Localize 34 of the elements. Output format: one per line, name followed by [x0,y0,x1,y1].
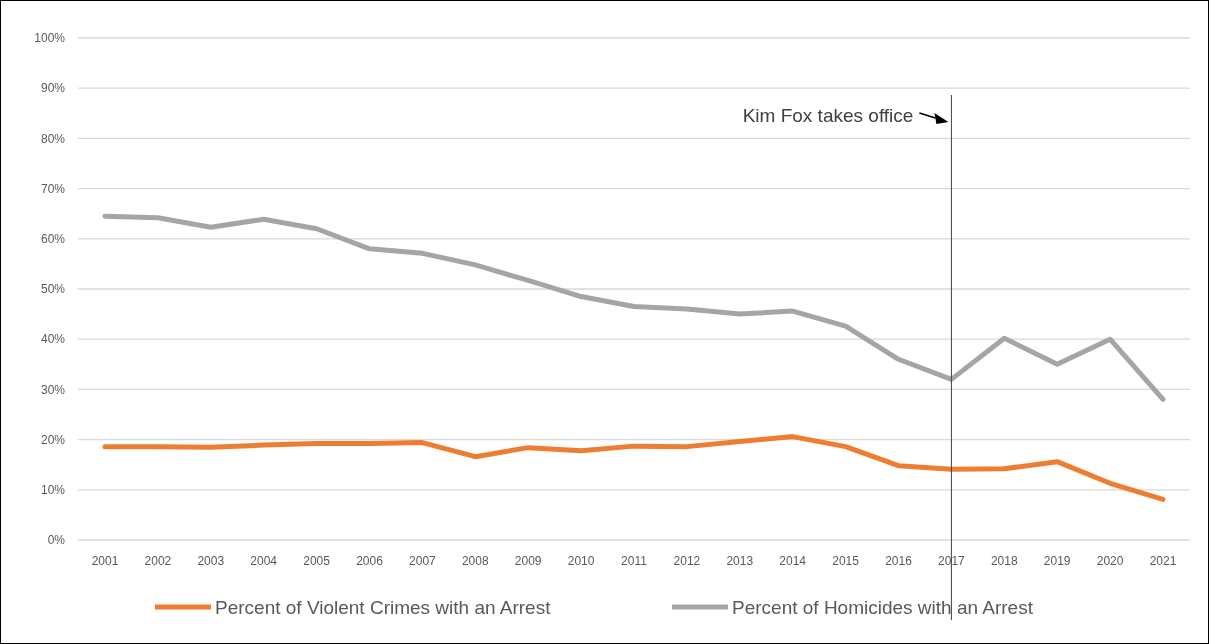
x-tick-label: 2006 [356,554,384,568]
x-tick-label: 2012 [673,554,701,568]
y-tick-label: 10% [40,483,66,497]
y-tick-label: 40% [40,332,66,347]
x-tick-label: 2003 [197,554,225,568]
y-tick-label: 30% [40,382,66,397]
y-tick-label: 20% [40,432,66,447]
legend-label: Percent of Homicides with an Arrest [732,596,1034,618]
x-tick-label: 2004 [250,554,278,568]
y-tick-label: 80% [40,131,66,146]
y-tick-label: 90% [40,81,66,96]
x-tick-label: 2007 [409,554,437,568]
x-tick-label: 2015 [832,554,860,568]
x-tick-label: 2016 [885,554,913,568]
ref-line-label: Kim Fox takes office [742,105,914,126]
x-tick-label: 2009 [514,554,542,568]
x-tick-label: 2018 [990,554,1018,568]
x-tick-label: 2011 [621,554,648,568]
legend-label: Percent of Violent Crimes with an Arrest [215,596,552,618]
x-tick-label: 2020 [1096,554,1124,568]
x-tick-label: 2008 [461,554,489,568]
x-tick-label: 2005 [303,554,331,568]
x-tick-label: 2014 [779,554,807,568]
x-tick-label: 2013 [726,554,754,568]
x-tick-label: 2001 [91,554,119,568]
y-tick-label: 50% [40,282,66,297]
x-tick-label: 2021 [1149,554,1177,568]
y-tick-label: 60% [40,232,66,246]
y-tick-label: 0% [47,533,66,548]
y-tick-label: 70% [40,181,66,196]
x-tick-label: 2010 [567,554,595,568]
x-tick-label: 2002 [144,554,172,568]
x-tick-label: 2019 [1043,554,1071,568]
y-tick-label: 100% [34,31,66,46]
